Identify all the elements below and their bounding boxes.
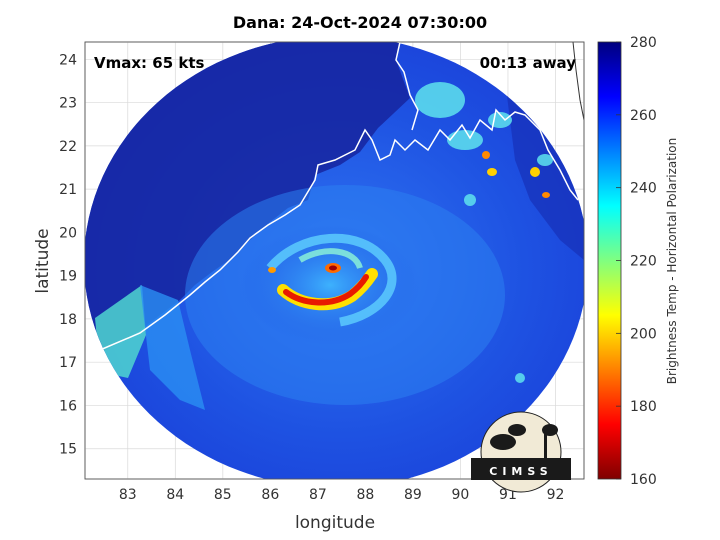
land-region (85, 42, 410, 360)
colorbar-label: Brightness Temp - Horizontal Polarizatio… (665, 138, 679, 385)
y-tick-label: 16 (59, 398, 77, 414)
east-coastline (572, 42, 584, 121)
x-tick-label: 85 (214, 487, 232, 503)
outer-spiral-band (266, 233, 397, 327)
y-tick-label: 19 (59, 269, 77, 285)
northeast-rain-cells (415, 82, 553, 383)
x-tick-label: 90 (452, 487, 470, 503)
y-tick-label: 18 (59, 312, 77, 328)
colorbar-tick-label: 200 (630, 326, 657, 342)
y-tick-label: 20 (59, 225, 77, 241)
x-tick-label: 83 (119, 487, 137, 503)
inner-spiral-band (298, 248, 363, 270)
coastal-strip-2 (140, 285, 205, 410)
y-axis-label: latitude (33, 228, 53, 293)
coastal-warm-strip (95, 285, 146, 378)
logo-text: CIMSS (489, 465, 552, 478)
y-tick-label: 23 (59, 96, 77, 112)
y-tick-label: 22 (59, 139, 77, 155)
east-land-region (505, 80, 584, 260)
colorbar-tick-label: 160 (630, 472, 657, 488)
y-tick-label: 15 (59, 442, 77, 458)
colorbar-ticks: 160 180 200 220 240 260 280 (616, 35, 657, 488)
northeast-hot-cells (482, 151, 550, 198)
microwave-swath (85, 42, 584, 479)
colorbar-tick-label: 180 (630, 399, 657, 415)
colorbar-tick-label: 240 (630, 181, 657, 197)
x-tick-label: 89 (404, 487, 422, 503)
colorbar-tick-label: 260 (630, 108, 657, 124)
y-axis-ticks: 15 16 17 18 19 20 21 22 23 24 (59, 52, 77, 457)
eyewall-band-red (283, 274, 369, 306)
x-axis-label: longitude (295, 513, 375, 533)
time-away-label: 00:13 away (480, 54, 577, 72)
plot-frame (84, 41, 585, 480)
x-tick-label: 86 (261, 487, 279, 503)
y-tick-label: 21 (59, 182, 77, 198)
cimss-logo: CIMSS (471, 411, 571, 493)
chart-title: Dana: 24-Oct-2024 07:30:00 (232, 13, 488, 32)
y-tick-label: 24 (59, 52, 77, 68)
x-tick-label: 84 (166, 487, 184, 503)
coastline (99, 42, 579, 351)
colorbar-tick-label: 220 (630, 254, 657, 270)
y-tick-label: 17 (59, 355, 77, 371)
x-tick-label: 87 (309, 487, 327, 503)
colorbar-tick-label: 280 (630, 35, 657, 51)
x-axis-ticks: 83 84 85 86 87 88 89 90 91 92 (119, 487, 565, 503)
x-tick-label: 88 (356, 487, 374, 503)
vmax-label: Vmax: 65 kts (94, 54, 204, 72)
x-tick-label: 92 (547, 487, 565, 503)
